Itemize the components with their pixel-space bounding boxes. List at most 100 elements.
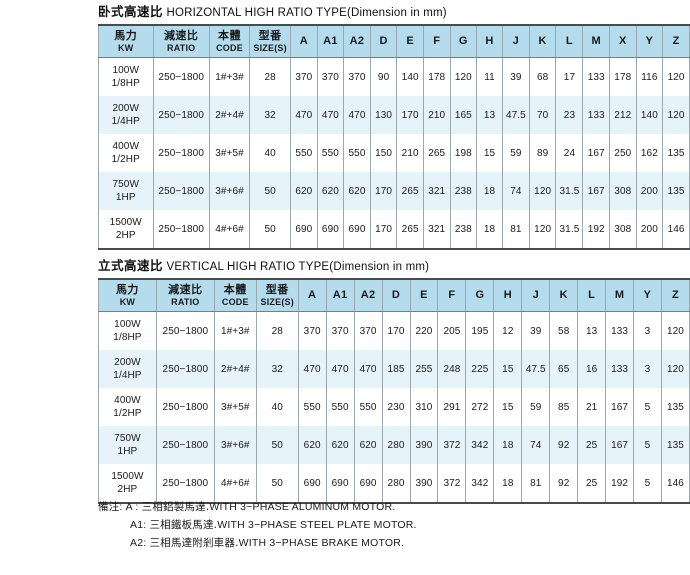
- column-header-label: A: [308, 289, 317, 302]
- column-header-sub: KW: [118, 42, 134, 53]
- footnote-label: A2:: [130, 537, 150, 549]
- cell-power: 1500W 2HP: [98, 464, 157, 504]
- cell-dim-k: 120: [528, 172, 557, 210]
- cell-dim-a1: 550: [316, 134, 345, 172]
- cell-dim-k: 58: [549, 311, 579, 350]
- cell-dim-a2: 620: [353, 426, 383, 464]
- column-header-g: G: [465, 278, 495, 312]
- cell-ratio: 250−1800: [155, 426, 215, 464]
- cell-dim-y: 3: [633, 350, 662, 388]
- cell-dim-l: 31.5: [555, 210, 584, 250]
- cell-dim-y: 5: [633, 464, 662, 504]
- table-row: 1500W 2HP 250−1800 4#+6# 50 690 690 690 170 265 32…: [98, 210, 690, 250]
- horizontal-table-body: 100W 1/8HP 250−1800 1#+3# 28 370 370 370 90 140 17…: [98, 57, 690, 250]
- table-row: 1500W 2HP 250−1800 4#+6# 50 690 690 690 280 390 37…: [98, 464, 690, 504]
- cell-ratio: 250−1800: [152, 134, 210, 172]
- column-header-label: X: [618, 35, 627, 48]
- cell-dim-d: 170: [381, 311, 411, 350]
- cell-dim-a2: 370: [343, 57, 371, 96]
- cell-dim-a2: 470: [343, 96, 371, 134]
- column-header-e: E: [409, 278, 439, 312]
- column-header-a2: A2: [353, 278, 383, 312]
- column-header-g: G: [449, 24, 478, 58]
- cell-ratio: 250−1800: [155, 311, 215, 350]
- column-header-l: L: [577, 278, 607, 312]
- power-hp: 1/2HP: [111, 154, 140, 165]
- cell-dim-z: 135: [662, 134, 690, 172]
- power-hp: 1/8HP: [111, 78, 140, 89]
- cell-dim-f: 210: [422, 96, 451, 134]
- cell-dim-f: 321: [422, 210, 451, 250]
- cell-dim-z: 120: [660, 311, 690, 350]
- column-header-j: J: [501, 24, 530, 58]
- cell-dim-g: 198: [449, 134, 478, 172]
- column-header-label: E: [406, 35, 414, 48]
- cell-dim-a2: 690: [343, 210, 371, 250]
- cell-size: 50: [249, 172, 292, 210]
- cell-dim-g: 195: [465, 311, 495, 350]
- cell-size: 50: [249, 210, 292, 250]
- cell-dim-a1: 550: [325, 388, 355, 426]
- cell-dim-y: 200: [635, 210, 664, 250]
- column-header-kw: 馬力 KW: [98, 24, 154, 58]
- cell-dim-f: 372: [437, 426, 467, 464]
- horizontal-table-head: 馬力 KW 減速比 RATIO 本體 CODE 型番 SIZE(S) A A1 A2 D E F G H J K L…: [98, 24, 690, 58]
- cell-ratio: 250−1800: [155, 464, 215, 504]
- column-header-label: F: [448, 289, 456, 302]
- cell-dim-l: 23: [555, 96, 584, 134]
- cell-dim-e: 170: [396, 96, 424, 134]
- vertical-spec-table: 馬力 KW 減速比 RATIO 本體 CODE 型番 SIZE(S) A A1 A2 D E F G H J K L…: [98, 278, 690, 504]
- cell-dim-a: 690: [297, 464, 327, 504]
- cell-dim-e: 220: [409, 311, 439, 350]
- cell-dim-x: 308: [609, 210, 637, 250]
- column-header-cjk: 減速比: [168, 283, 203, 296]
- column-header-k: K: [528, 24, 557, 58]
- cell-dim-a1: 690: [325, 464, 355, 504]
- cell-code: 2#+4#: [208, 96, 251, 134]
- cell-dim-a: 470: [297, 350, 327, 388]
- cell-dim-m: 192: [582, 210, 611, 250]
- footnote-en: WITH 3−PHASE STEEL PLATE MOTOR.: [217, 519, 417, 531]
- cell-dim-g: 120: [449, 57, 478, 96]
- column-header-label: H: [503, 289, 512, 302]
- footnote-en: WITH 3−PHASE BRAKE MOTOR.: [238, 537, 405, 549]
- cell-dim-z: 146: [662, 210, 690, 250]
- column-header-ratio: 減速比 RATIO: [152, 24, 210, 58]
- cell-ratio: 250−1800: [152, 57, 210, 96]
- cell-power: 1500W 2HP: [98, 210, 154, 250]
- cell-dim-g: 165: [449, 96, 478, 134]
- column-header-label: G: [475, 289, 485, 302]
- cell-dim-y: 116: [635, 57, 664, 96]
- power-watts: 1500W: [109, 216, 142, 228]
- cell-dim-a2: 550: [343, 134, 371, 172]
- cell-dim-x: 250: [609, 134, 637, 172]
- cell-dim-f: 265: [422, 134, 451, 172]
- cell-dim-a1: 620: [316, 172, 345, 210]
- cell-dim-e: 390: [409, 464, 439, 504]
- column-header-m: M: [582, 24, 611, 58]
- column-header-label: Y: [645, 35, 654, 48]
- column-header-kw: 馬力 KW: [98, 278, 157, 312]
- cell-dim-l: 24: [555, 134, 584, 172]
- cell-dim-a1: 620: [325, 426, 355, 464]
- cell-code: 1#+3#: [213, 311, 257, 350]
- column-header-sub: RATIO: [171, 296, 200, 307]
- cell-code: 2#+4#: [213, 350, 257, 388]
- cell-ratio: 250−1800: [155, 388, 215, 426]
- column-header-f: F: [422, 24, 451, 58]
- cell-dim-x: 178: [609, 57, 637, 96]
- power-hp: 1/4HP: [111, 116, 140, 127]
- column-header-e: E: [396, 24, 424, 58]
- cell-dim-y: 5: [633, 388, 662, 426]
- cell-power: 750W 1HP: [98, 172, 154, 210]
- cell-code: 3#+5#: [208, 134, 251, 172]
- cell-dim-k: 120: [528, 210, 557, 250]
- cell-dim-a: 370: [290, 57, 318, 96]
- cell-dim-g: 225: [465, 350, 495, 388]
- cell-dim-m: 167: [582, 172, 611, 210]
- cell-dim-m: 133: [582, 57, 611, 96]
- column-header-m: M: [605, 278, 635, 312]
- cell-dim-d: 280: [381, 464, 411, 504]
- cell-dim-h: 18: [476, 172, 503, 210]
- horizontal-title-cjk: 卧式高速比: [98, 4, 164, 19]
